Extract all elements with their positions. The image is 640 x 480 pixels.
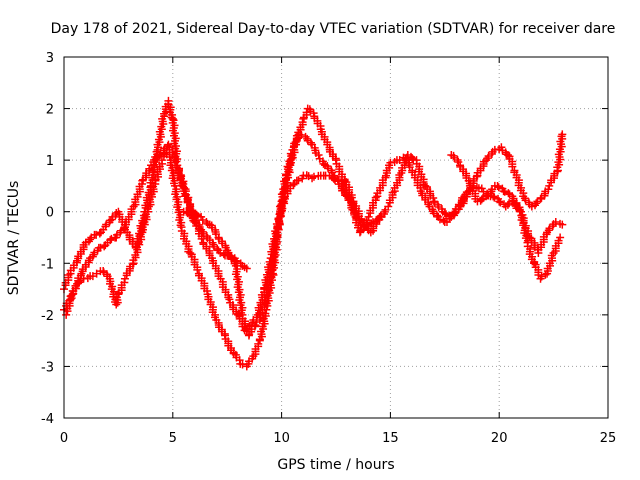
series-track-4 bbox=[447, 150, 565, 283]
y-axis-label: SDTVAR / TECUs bbox=[6, 181, 22, 296]
y-tick-label: -1 bbox=[41, 257, 54, 272]
data-point bbox=[482, 192, 491, 201]
data-point bbox=[186, 248, 195, 257]
y-tick-label: 3 bbox=[46, 51, 54, 66]
data-point bbox=[106, 236, 115, 245]
y-tick-label: 2 bbox=[46, 103, 54, 118]
data-point bbox=[493, 182, 502, 191]
data-point bbox=[371, 193, 380, 202]
data-point bbox=[537, 272, 546, 281]
data-point bbox=[384, 202, 393, 211]
data-point bbox=[494, 183, 503, 192]
data-point bbox=[183, 209, 192, 218]
x-tick-label: 0 bbox=[60, 431, 68, 446]
data-point bbox=[490, 193, 499, 202]
data-point bbox=[477, 195, 486, 204]
x-tick-label: 10 bbox=[273, 431, 290, 446]
data-point bbox=[216, 248, 225, 257]
x-tick-label: 15 bbox=[382, 431, 399, 446]
data-point bbox=[96, 243, 105, 252]
data-points bbox=[60, 96, 567, 371]
data-point bbox=[308, 174, 317, 183]
data-point bbox=[265, 257, 274, 266]
series-track-3 bbox=[62, 140, 386, 335]
series-track-5 bbox=[179, 207, 251, 273]
data-point bbox=[495, 197, 504, 206]
data-point bbox=[362, 221, 371, 230]
data-point bbox=[92, 230, 101, 239]
data-point bbox=[294, 176, 303, 185]
data-point bbox=[558, 220, 567, 229]
plot-frame bbox=[63, 56, 609, 419]
data-point bbox=[500, 187, 509, 196]
data-point bbox=[193, 265, 202, 274]
data-point bbox=[408, 154, 417, 163]
x-axis-label: GPS time / hours bbox=[277, 457, 394, 473]
data-point bbox=[241, 324, 250, 333]
data-point bbox=[140, 207, 149, 216]
data-point bbox=[530, 259, 539, 268]
data-point bbox=[435, 215, 444, 224]
data-point bbox=[107, 234, 116, 243]
data-point bbox=[503, 200, 512, 209]
data-point bbox=[67, 291, 76, 300]
data-point bbox=[309, 172, 318, 181]
data-point bbox=[551, 218, 560, 227]
y-tick-label: -2 bbox=[41, 309, 54, 324]
data-point bbox=[329, 174, 338, 183]
data-point bbox=[496, 198, 505, 207]
x-tick-label: 25 bbox=[600, 431, 617, 446]
y-tick-label: -4 bbox=[41, 412, 54, 427]
data-point bbox=[342, 192, 351, 201]
data-point bbox=[227, 252, 236, 261]
data-point bbox=[556, 233, 565, 242]
data-point bbox=[242, 264, 251, 273]
data-point bbox=[364, 212, 373, 221]
data-point bbox=[225, 251, 234, 260]
data-point bbox=[233, 257, 242, 266]
data-point bbox=[377, 212, 386, 221]
data-point bbox=[558, 130, 567, 139]
data-point bbox=[75, 278, 84, 287]
x-tick-label: 20 bbox=[491, 431, 508, 446]
y-tick-label: -3 bbox=[41, 360, 54, 375]
data-point bbox=[367, 219, 376, 228]
data-point bbox=[302, 171, 311, 180]
data-point bbox=[503, 150, 512, 159]
data-point bbox=[349, 209, 358, 218]
data-point bbox=[182, 207, 191, 216]
x-tick-label: 5 bbox=[169, 431, 177, 446]
data-point bbox=[231, 256, 240, 265]
data-point bbox=[441, 210, 450, 219]
data-point bbox=[197, 234, 206, 243]
series-track-2 bbox=[60, 96, 567, 340]
y-tick-label: 1 bbox=[46, 154, 54, 169]
chart-title: Day 178 of 2021, Sidereal Day-to-day VTE… bbox=[51, 21, 616, 37]
data-point bbox=[373, 216, 382, 225]
data-point bbox=[440, 209, 449, 218]
y-tick-label: 0 bbox=[46, 206, 54, 221]
data-point bbox=[234, 310, 243, 319]
data-point bbox=[289, 180, 298, 189]
data-point bbox=[363, 220, 372, 229]
data-point bbox=[314, 150, 323, 159]
